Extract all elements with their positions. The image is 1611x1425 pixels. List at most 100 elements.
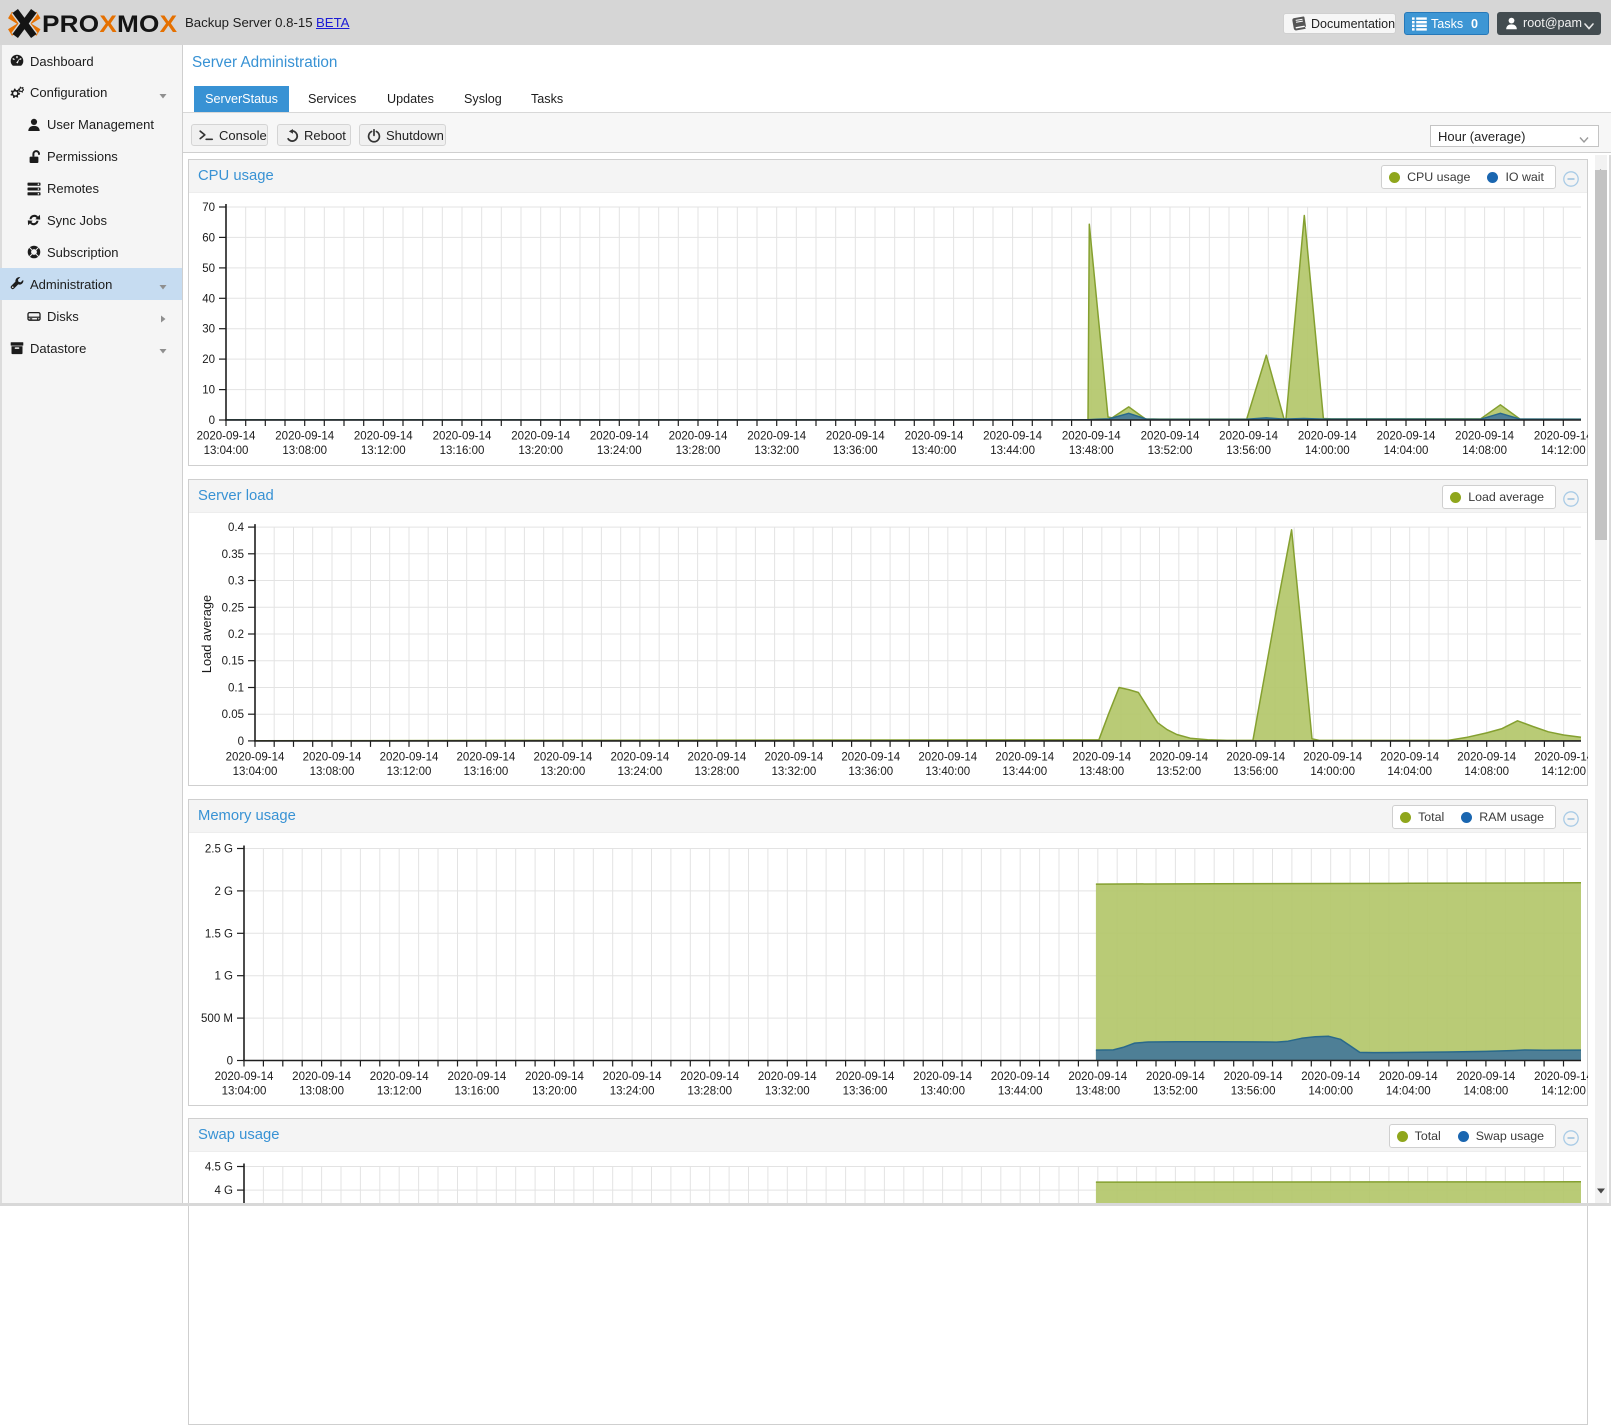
svg-text:2020-09-14: 2020-09-14: [1224, 1071, 1283, 1083]
svg-text:2020-09-14: 2020-09-14: [1146, 1071, 1205, 1083]
svg-text:2020-09-14: 2020-09-14: [456, 751, 515, 763]
svg-text:13:20:00: 13:20:00: [532, 1086, 577, 1098]
svg-text:2020-09-14: 2020-09-14: [680, 1071, 739, 1083]
svg-text:13:04:00: 13:04:00: [233, 766, 278, 778]
svg-text:0.05: 0.05: [222, 709, 244, 721]
svg-text:14:04:00: 14:04:00: [1384, 445, 1429, 457]
svg-text:14:08:00: 14:08:00: [1464, 1086, 1509, 1098]
svg-text:0.4: 0.4: [228, 522, 245, 534]
svg-text:0.35: 0.35: [222, 549, 244, 561]
svg-text:1.5 G: 1.5 G: [205, 928, 233, 940]
svg-text:2020-09-14: 2020-09-14: [1072, 751, 1131, 763]
svg-text:2020-09-14: 2020-09-14: [511, 431, 570, 443]
svg-text:2020-09-14: 2020-09-14: [905, 431, 964, 443]
svg-text:2020-09-14: 2020-09-14: [590, 431, 649, 443]
svg-text:14:04:00: 14:04:00: [1387, 766, 1432, 778]
svg-text:2020-09-14: 2020-09-14: [1068, 1071, 1127, 1083]
svg-text:13:56:00: 13:56:00: [1226, 445, 1271, 457]
svg-text:Load average: Load average: [199, 595, 214, 673]
svg-text:2020-09-14: 2020-09-14: [292, 1071, 351, 1083]
svg-text:0: 0: [238, 736, 244, 748]
svg-text:13:44:00: 13:44:00: [1002, 766, 1047, 778]
svg-text:2020-09-14: 2020-09-14: [1534, 1071, 1588, 1083]
svg-text:2020-09-14: 2020-09-14: [1303, 751, 1362, 763]
svg-text:2020-09-14: 2020-09-14: [1219, 431, 1278, 443]
svg-text:2020-09-14: 2020-09-14: [610, 751, 669, 763]
svg-text:0: 0: [209, 415, 215, 427]
svg-text:2020-09-14: 2020-09-14: [826, 431, 885, 443]
svg-text:13:36:00: 13:36:00: [848, 766, 893, 778]
svg-text:2020-09-14: 2020-09-14: [197, 431, 256, 443]
svg-text:2020-09-14: 2020-09-14: [447, 1071, 506, 1083]
svg-text:0.15: 0.15: [222, 656, 244, 668]
svg-text:2020-09-14: 2020-09-14: [687, 751, 746, 763]
svg-text:13:48:00: 13:48:00: [1069, 445, 1114, 457]
svg-text:2020-09-14: 2020-09-14: [226, 751, 285, 763]
svg-text:70: 70: [202, 202, 215, 214]
svg-text:500 M: 500 M: [201, 1013, 233, 1025]
svg-text:13:48:00: 13:48:00: [1075, 1086, 1120, 1098]
svg-text:2020-09-14: 2020-09-14: [836, 1071, 895, 1083]
svg-text:0.1: 0.1: [228, 683, 244, 695]
svg-text:2020-09-14: 2020-09-14: [1226, 751, 1285, 763]
svg-text:2020-09-14: 2020-09-14: [433, 431, 492, 443]
svg-text:20: 20: [202, 354, 215, 366]
svg-text:2020-09-14: 2020-09-14: [380, 751, 439, 763]
svg-text:13:20:00: 13:20:00: [518, 445, 563, 457]
svg-text:30: 30: [202, 324, 215, 336]
svg-text:2020-09-14: 2020-09-14: [1379, 1071, 1438, 1083]
svg-text:2020-09-14: 2020-09-14: [995, 751, 1054, 763]
svg-text:2020-09-14: 2020-09-14: [747, 431, 806, 443]
svg-text:14:12:00: 14:12:00: [1541, 445, 1586, 457]
svg-text:13:28:00: 13:28:00: [676, 445, 721, 457]
svg-text:13:44:00: 13:44:00: [990, 445, 1035, 457]
svg-text:2020-09-14: 2020-09-14: [1141, 431, 1200, 443]
svg-text:10: 10: [202, 385, 215, 397]
svg-text:13:36:00: 13:36:00: [843, 1086, 888, 1098]
svg-text:0: 0: [227, 1056, 233, 1068]
svg-text:13:44:00: 13:44:00: [998, 1086, 1043, 1098]
svg-text:14:04:00: 14:04:00: [1386, 1086, 1431, 1098]
svg-text:2020-09-14: 2020-09-14: [983, 431, 1042, 443]
svg-text:2020-09-14: 2020-09-14: [533, 751, 592, 763]
svg-text:13:12:00: 13:12:00: [387, 766, 432, 778]
svg-text:13:48:00: 13:48:00: [1079, 766, 1124, 778]
svg-text:2020-09-14: 2020-09-14: [603, 1071, 662, 1083]
svg-text:4 G: 4 G: [214, 1185, 233, 1197]
svg-text:13:12:00: 13:12:00: [361, 445, 406, 457]
svg-text:14:12:00: 14:12:00: [1541, 1086, 1586, 1098]
svg-text:2020-09-14: 2020-09-14: [275, 431, 334, 443]
svg-text:2 G: 2 G: [214, 886, 233, 898]
svg-text:13:16:00: 13:16:00: [455, 1086, 500, 1098]
svg-text:13:08:00: 13:08:00: [299, 1086, 344, 1098]
svg-text:13:32:00: 13:32:00: [754, 445, 799, 457]
svg-text:13:40:00: 13:40:00: [920, 1086, 965, 1098]
svg-text:13:52:00: 13:52:00: [1156, 766, 1201, 778]
svg-text:13:32:00: 13:32:00: [765, 1086, 810, 1098]
svg-text:2020-09-14: 2020-09-14: [1534, 751, 1588, 763]
svg-text:2020-09-14: 2020-09-14: [1301, 1071, 1360, 1083]
svg-text:2020-09-14: 2020-09-14: [1455, 431, 1514, 443]
svg-text:13:12:00: 13:12:00: [377, 1086, 422, 1098]
svg-text:14:00:00: 14:00:00: [1310, 766, 1355, 778]
svg-text:13:16:00: 13:16:00: [440, 445, 485, 457]
svg-text:13:24:00: 13:24:00: [597, 445, 642, 457]
svg-text:2020-09-14: 2020-09-14: [841, 751, 900, 763]
svg-text:2020-09-14: 2020-09-14: [758, 1071, 817, 1083]
svg-text:13:28:00: 13:28:00: [687, 1086, 732, 1098]
svg-text:13:40:00: 13:40:00: [925, 766, 970, 778]
svg-text:13:52:00: 13:52:00: [1153, 1086, 1198, 1098]
svg-text:14:00:00: 14:00:00: [1308, 1086, 1353, 1098]
svg-text:13:52:00: 13:52:00: [1148, 445, 1193, 457]
svg-text:2020-09-14: 2020-09-14: [1457, 751, 1516, 763]
svg-text:13:28:00: 13:28:00: [695, 766, 740, 778]
svg-text:13:56:00: 13:56:00: [1233, 766, 1278, 778]
svg-text:2020-09-14: 2020-09-14: [215, 1071, 274, 1083]
svg-text:60: 60: [202, 232, 215, 244]
svg-text:2020-09-14: 2020-09-14: [918, 751, 977, 763]
svg-text:2020-09-14: 2020-09-14: [1456, 1071, 1515, 1083]
svg-text:2020-09-14: 2020-09-14: [1377, 431, 1436, 443]
svg-text:13:40:00: 13:40:00: [912, 445, 957, 457]
svg-text:2020-09-14: 2020-09-14: [764, 751, 823, 763]
svg-text:13:36:00: 13:36:00: [833, 445, 878, 457]
